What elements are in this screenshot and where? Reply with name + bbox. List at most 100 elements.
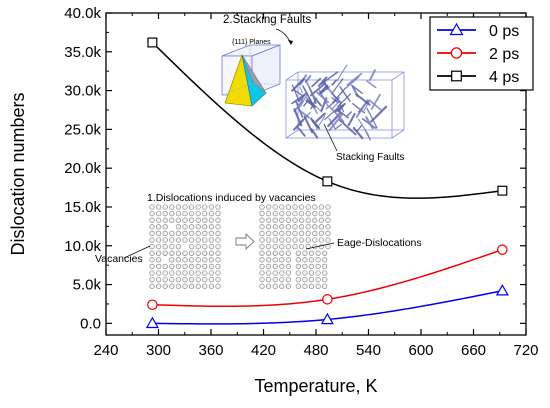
- lattice-atom: [292, 210, 298, 217]
- lattice-atom: [155, 270, 162, 276]
- lattice-atom: [169, 217, 175, 223]
- lattice-atom: [285, 230, 292, 237]
- stacking-fault-streak: [345, 111, 352, 118]
- stacking-fault-streak: [355, 93, 371, 106]
- x-tick-label: 540: [356, 342, 381, 359]
- lattice-atom: [272, 217, 278, 223]
- lattice-atom: [188, 270, 195, 276]
- stacking-fault-streak: [297, 127, 306, 137]
- lattice-atom: [272, 237, 278, 243]
- lattice-atom: [285, 243, 292, 250]
- stacking-fault-streak: [337, 104, 345, 113]
- lattice-atom: [272, 210, 278, 217]
- stacking-fault-streak: [332, 78, 344, 93]
- lattice-atom: [302, 270, 308, 276]
- lattice-atom: [182, 230, 188, 237]
- lattice-atom: [182, 257, 188, 263]
- y-tick-label: 15.0k: [64, 199, 101, 216]
- lattice-atom: [188, 276, 195, 283]
- lattice-atom: [155, 210, 162, 217]
- lattice-atom: [308, 270, 315, 276]
- stacking-fault-streak: [310, 128, 319, 139]
- stacking-fault-streak: [311, 77, 322, 88]
- lattice-atom: [259, 243, 265, 250]
- lattice-atom: [259, 237, 265, 243]
- y-tick-label: 25.0k: [64, 121, 101, 138]
- stacking-fault-streak: [319, 84, 329, 95]
- stacking-fault-streak: [363, 99, 371, 112]
- lattice-atom: [292, 217, 298, 223]
- data-point-square: [147, 37, 158, 48]
- lattice-atom: [279, 250, 285, 256]
- legend-items: 0 ps 2 ps 4 ps: [437, 22, 519, 86]
- lattice-atom: [272, 204, 278, 210]
- stacking-label: Stacking Faults: [336, 152, 404, 163]
- lattice-atom: [285, 210, 292, 217]
- lattice-atom: [305, 224, 311, 230]
- lattice-atom: [162, 210, 168, 217]
- y-axis-label: Dislocation numbers: [8, 92, 28, 255]
- lattice-atom: [208, 243, 215, 250]
- stacking-title: 2.Stacking Faults: [223, 14, 311, 26]
- lattice-atom: [169, 283, 175, 289]
- x-tick-label: 300: [146, 342, 171, 359]
- lattice-atom: [295, 257, 301, 263]
- stacking-fault-streak: [311, 119, 321, 130]
- lattice-atom: [162, 243, 168, 250]
- lattice-atom: [265, 237, 272, 243]
- stacking-fault-streak: [298, 97, 304, 108]
- stacking-fault-streak: [336, 64, 348, 82]
- lattice-atom: [322, 257, 328, 263]
- lattice-atom: [149, 263, 155, 270]
- lattice-atom: [202, 210, 208, 217]
- lattice-with-edge-dislocations: [259, 204, 331, 289]
- lattice-atom: [308, 257, 315, 263]
- lattice-atom: [182, 217, 188, 223]
- lattice-atom: [208, 270, 215, 276]
- lattice-atom: [325, 237, 331, 243]
- lattice-atom: [202, 263, 208, 270]
- pointer-arrowhead: [288, 40, 293, 45]
- md-box-edge: [391, 129, 405, 139]
- stacking-fault-streak: [305, 99, 317, 108]
- lattice-atom: [188, 230, 195, 237]
- lattice-atom: [285, 224, 292, 230]
- vacancy-lattice-inset: [149, 204, 331, 289]
- lattice-atom: [318, 224, 325, 230]
- stacking-fault-streak: [315, 112, 326, 123]
- lattice-atom: [202, 276, 208, 283]
- y-tick-label: 35.0k: [64, 44, 101, 61]
- lattice-atom: [325, 230, 331, 237]
- lattice-atom: [315, 257, 321, 263]
- lattice-atom: [315, 270, 321, 276]
- lattice-atom: [318, 217, 325, 223]
- lattice-atom: [325, 210, 331, 217]
- lattice-atom: [175, 283, 182, 289]
- lattice-atom: [265, 210, 272, 217]
- lattice-atom: [175, 217, 182, 223]
- stacking-fault-streak: [300, 94, 308, 107]
- axes-layer: 240 300 360 420 480 540 600 660 720 0.0 5.0k 10.0k 1…: [8, 5, 539, 396]
- edge-dislocations-label: Eage-Dislocations: [337, 237, 422, 249]
- lattice-atom: [259, 217, 265, 223]
- lattice-atom: [162, 237, 168, 243]
- lattice-atom: [265, 230, 272, 237]
- lattice-atom: [308, 263, 315, 270]
- lattice-atom: [182, 210, 188, 217]
- stacking-fault-streak: [302, 85, 314, 105]
- lattice-atom: [149, 257, 155, 263]
- lattice-atom: [308, 250, 315, 256]
- lattice-atom: [162, 224, 168, 230]
- lattice-atom: [292, 243, 298, 250]
- lattice-atom: [298, 243, 305, 250]
- lattice-atom: [298, 237, 305, 243]
- lattice-atom: [272, 270, 278, 276]
- lattice-atom: [195, 276, 201, 283]
- lattice-atom: [272, 283, 278, 289]
- x-tick-label: 480: [303, 342, 328, 359]
- lattice-atom: [175, 204, 182, 210]
- stacking-fault-streak: [324, 107, 338, 121]
- stacking-fault-streak: [299, 86, 303, 94]
- lattice-atom: [215, 250, 221, 256]
